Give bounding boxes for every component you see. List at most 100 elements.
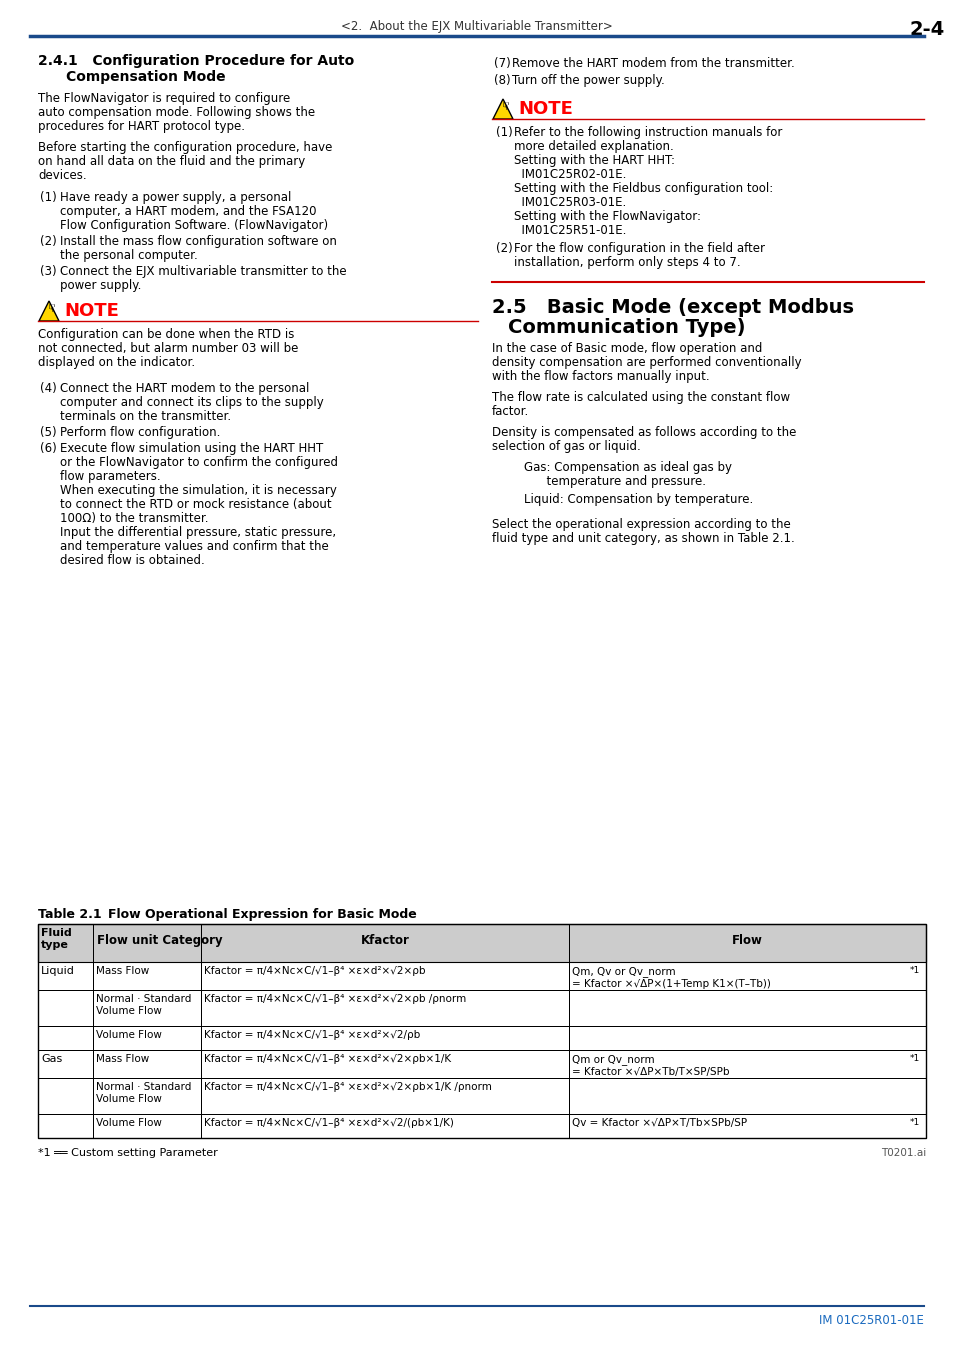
Text: Kfactor = π/4×Nc×C/√1–β⁴ ×ε×d²×√2/ρb: Kfactor = π/4×Nc×C/√1–β⁴ ×ε×d²×√2/ρb — [204, 1030, 420, 1040]
Bar — [568, 1050, 925, 1079]
Text: 2.5   Basic Mode (except Modbus: 2.5 Basic Mode (except Modbus — [492, 298, 853, 317]
Text: *1 ══ Custom setting Parameter: *1 ══ Custom setting Parameter — [38, 1148, 217, 1158]
Text: Density is compensated as follows according to the: Density is compensated as follows accord… — [492, 427, 796, 439]
Text: Mass Flow: Mass Flow — [96, 1054, 149, 1064]
Text: 100Ω) to the transmitter.: 100Ω) to the transmitter. — [60, 512, 209, 525]
Bar — [38, 1114, 92, 1138]
Text: displayed on the indicator.: displayed on the indicator. — [38, 356, 195, 369]
Text: (8): (8) — [494, 74, 510, 86]
Text: Kfactor: Kfactor — [360, 934, 409, 946]
Bar — [201, 963, 568, 990]
Text: Setting with the HART HHT:: Setting with the HART HHT: — [514, 154, 675, 167]
Text: When executing the simulation, it is necessary: When executing the simulation, it is nec… — [60, 485, 336, 497]
Text: Input the differential pressure, static pressure,: Input the differential pressure, static … — [60, 526, 335, 539]
Text: and temperature values and confirm that the: and temperature values and confirm that … — [60, 540, 329, 553]
Bar — [38, 1050, 92, 1079]
Text: installation, perform only steps 4 to 7.: installation, perform only steps 4 to 7. — [514, 256, 740, 269]
Text: Compensation Mode: Compensation Mode — [66, 70, 226, 84]
Text: (2): (2) — [40, 235, 56, 248]
Text: density compensation are performed conventionally: density compensation are performed conve… — [492, 356, 801, 369]
Text: Kfactor = π/4×Nc×C/√1–β⁴ ×ε×d²×√2/(ρb×1/K): Kfactor = π/4×Nc×C/√1–β⁴ ×ε×d²×√2/(ρb×1/… — [204, 1118, 454, 1129]
Text: In the case of Basic mode, flow operation and: In the case of Basic mode, flow operatio… — [492, 342, 761, 355]
Text: Gas: Gas — [41, 1054, 62, 1064]
Text: IM 01C25R01-01E: IM 01C25R01-01E — [819, 1314, 923, 1327]
Polygon shape — [493, 99, 513, 119]
Text: Table 2.1: Table 2.1 — [38, 909, 102, 921]
Bar — [92, 1050, 201, 1079]
Text: (4): (4) — [40, 382, 56, 396]
Bar — [568, 963, 925, 990]
Bar — [201, 1079, 568, 1114]
Text: IM01C25R03-01E.: IM01C25R03-01E. — [514, 196, 625, 209]
Text: Perform flow configuration.: Perform flow configuration. — [60, 427, 220, 439]
Text: *1: *1 — [909, 1118, 919, 1127]
Text: Refer to the following instruction manuals for: Refer to the following instruction manua… — [514, 126, 781, 139]
Text: The FlowNavigator is required to configure: The FlowNavigator is required to configu… — [38, 92, 290, 105]
Text: Kfactor = π/4×Nc×C/√1–β⁴ ×ε×d²×√2×ρb×1/K /ρnorm: Kfactor = π/4×Nc×C/√1–β⁴ ×ε×d²×√2×ρb×1/K… — [204, 1081, 492, 1092]
Text: IM01C25R02-01E.: IM01C25R02-01E. — [514, 167, 626, 181]
Bar — [92, 1079, 201, 1114]
Text: computer, a HART modem, and the FSA120: computer, a HART modem, and the FSA120 — [60, 205, 316, 217]
Text: Kfactor = π/4×Nc×C/√1–β⁴ ×ε×d²×√2×ρb /ρnorm: Kfactor = π/4×Nc×C/√1–β⁴ ×ε×d²×√2×ρb /ρn… — [204, 994, 466, 1004]
Text: Volume Flow: Volume Flow — [96, 1030, 162, 1040]
Text: Liquid: Liquid — [41, 967, 74, 976]
Text: selection of gas or liquid.: selection of gas or liquid. — [492, 440, 640, 454]
Text: (2): (2) — [496, 242, 512, 255]
Text: Mass Flow: Mass Flow — [96, 967, 149, 976]
Text: *1: *1 — [909, 967, 919, 975]
Text: Normal · Standard
Volume Flow: Normal · Standard Volume Flow — [96, 994, 192, 1017]
Text: Before starting the configuration procedure, have: Before starting the configuration proced… — [38, 140, 332, 154]
Bar — [38, 990, 92, 1026]
Bar — [92, 1026, 201, 1050]
Text: Communication Type): Communication Type) — [507, 319, 744, 338]
Text: Select the operational expression according to the: Select the operational expression accord… — [492, 518, 790, 531]
Bar — [38, 1026, 92, 1050]
Bar — [568, 990, 925, 1026]
Text: Flow Operational Expression for Basic Mode: Flow Operational Expression for Basic Mo… — [108, 909, 416, 921]
Bar — [201, 1026, 568, 1050]
Text: *1: *1 — [909, 1054, 919, 1062]
Text: (1): (1) — [40, 190, 56, 204]
Text: Fluid
type: Fluid type — [41, 927, 71, 950]
Text: Kfactor = π/4×Nc×C/√1–β⁴ ×ε×d²×√2×ρb×1/K: Kfactor = π/4×Nc×C/√1–β⁴ ×ε×d²×√2×ρb×1/K — [204, 1054, 451, 1064]
Text: The flow rate is calculated using the constant flow: The flow rate is calculated using the co… — [492, 392, 789, 404]
Text: <2.  About the EJX Multivariable Transmitter>: <2. About the EJX Multivariable Transmit… — [341, 20, 612, 32]
Text: devices.: devices. — [38, 169, 87, 182]
Text: Connect the EJX multivariable transmitter to the: Connect the EJX multivariable transmitte… — [60, 265, 346, 278]
Text: Volume Flow: Volume Flow — [96, 1118, 162, 1129]
Text: Qm, Qv or Qv_norm: Qm, Qv or Qv_norm — [572, 967, 675, 977]
Text: temperature and pressure.: temperature and pressure. — [523, 475, 705, 487]
Polygon shape — [39, 301, 59, 321]
Text: Execute flow simulation using the HART HHT: Execute flow simulation using the HART H… — [60, 441, 323, 455]
Text: fluid type and unit category, as shown in Table 2.1.: fluid type and unit category, as shown i… — [492, 532, 794, 545]
Text: desired flow is obtained.: desired flow is obtained. — [60, 554, 205, 567]
Text: Flow: Flow — [731, 934, 761, 946]
Text: ☞: ☞ — [497, 101, 507, 111]
Text: (3): (3) — [40, 265, 56, 278]
Bar — [92, 963, 201, 990]
Text: Qv = Kfactor ×√ΔP×T/Tb×SPb/SP: Qv = Kfactor ×√ΔP×T/Tb×SPb/SP — [572, 1118, 746, 1129]
Text: Configuration can be done when the RTD is: Configuration can be done when the RTD i… — [38, 328, 294, 342]
Text: Kfactor = π/4×Nc×C/√1–β⁴ ×ε×d²×√2×ρb: Kfactor = π/4×Nc×C/√1–β⁴ ×ε×d²×√2×ρb — [204, 967, 425, 976]
Text: Setting with the FlowNavigator:: Setting with the FlowNavigator: — [514, 211, 700, 223]
Text: with the flow factors manually input.: with the flow factors manually input. — [492, 370, 709, 383]
Text: Normal · Standard
Volume Flow: Normal · Standard Volume Flow — [96, 1081, 192, 1104]
Bar — [201, 990, 568, 1026]
Text: computer and connect its clips to the supply: computer and connect its clips to the su… — [60, 396, 323, 409]
Bar — [568, 1114, 925, 1138]
Text: T0201.ai: T0201.ai — [880, 1148, 925, 1158]
Text: procedures for HART protocol type.: procedures for HART protocol type. — [38, 120, 245, 134]
Text: For the flow configuration in the field after: For the flow configuration in the field … — [514, 242, 764, 255]
Text: NOTE: NOTE — [517, 100, 572, 117]
Bar — [92, 990, 201, 1026]
Text: more detailed explanation.: more detailed explanation. — [514, 140, 673, 153]
Text: Setting with the Fieldbus configuration tool:: Setting with the Fieldbus configuration … — [514, 182, 773, 194]
Text: on hand all data on the fluid and the primary: on hand all data on the fluid and the pr… — [38, 155, 305, 167]
Text: Liquid: Compensation by temperature.: Liquid: Compensation by temperature. — [523, 493, 753, 506]
Text: = Kfactor ×√ΔP×(1+Temp K1×(T–Tb)): = Kfactor ×√ΔP×(1+Temp K1×(T–Tb)) — [572, 979, 770, 990]
Text: auto compensation mode. Following shows the: auto compensation mode. Following shows … — [38, 107, 314, 119]
Bar — [38, 963, 92, 990]
Text: Remove the HART modem from the transmitter.: Remove the HART modem from the transmitt… — [512, 57, 794, 70]
Text: not connected, but alarm number 03 will be: not connected, but alarm number 03 will … — [38, 342, 298, 355]
Text: NOTE: NOTE — [64, 302, 119, 320]
